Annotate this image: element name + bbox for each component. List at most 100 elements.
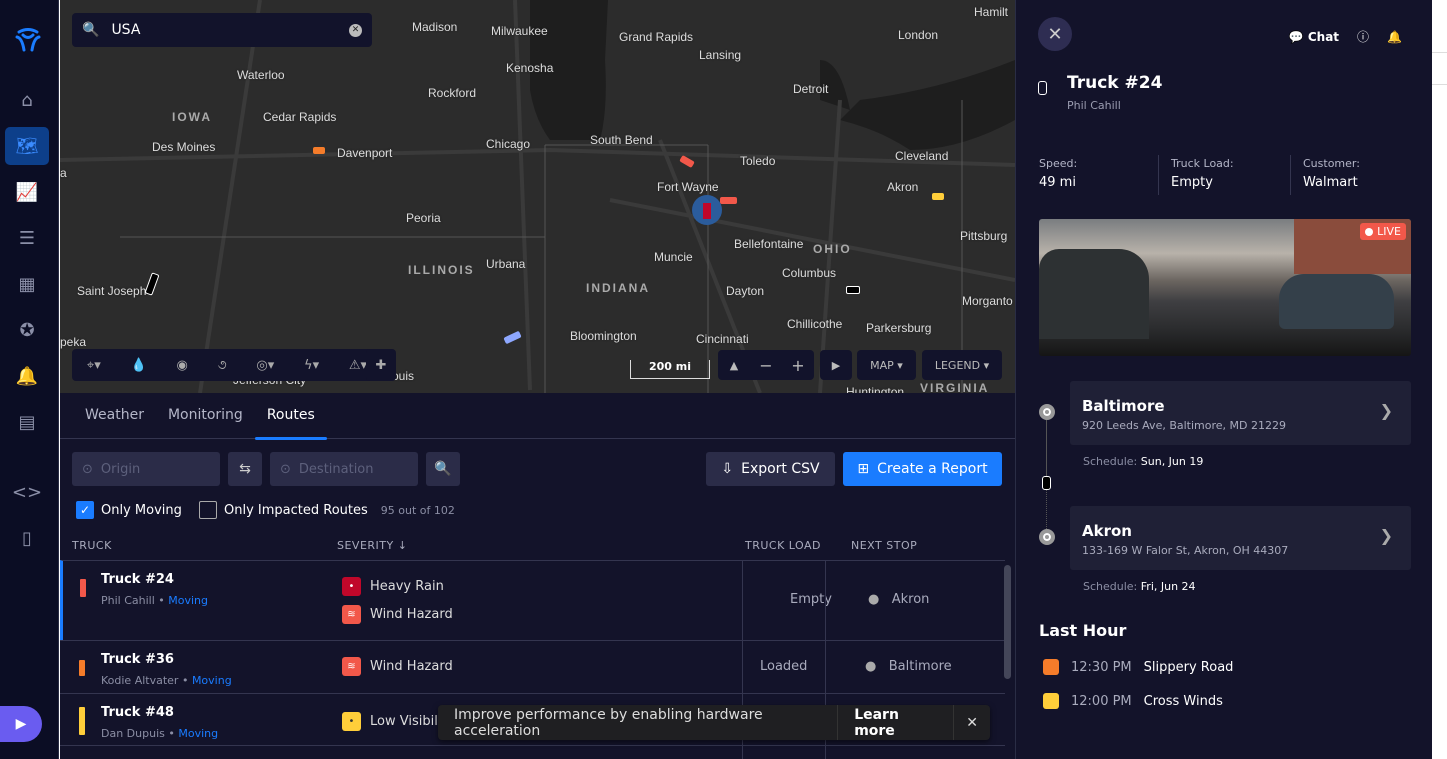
close-toast-button[interactable]: ✕: [953, 705, 990, 740]
truck-marker[interactable]: [846, 286, 860, 294]
help-icon[interactable]: ⓘ: [1357, 30, 1370, 44]
map-icon[interactable]: 🗺: [5, 127, 49, 165]
map-style-dropdown[interactable]: MAP ▾: [857, 350, 916, 380]
video-call-button[interactable]: ▶: [0, 706, 42, 742]
notification-bell-icon[interactable]: 🔔: [1387, 29, 1402, 44]
truck-icon: [79, 660, 85, 676]
column-next-stop[interactable]: NEXT STOP: [851, 539, 918, 552]
clear-search-button[interactable]: ✕: [349, 23, 362, 37]
zoom-out-button[interactable]: −: [759, 355, 773, 375]
map-city-label: Chicago: [486, 137, 531, 151]
stop-marker-icon: [1039, 529, 1055, 545]
origin-input[interactable]: ⊙ Origin: [72, 452, 220, 486]
chat-button[interactable]: 💬 Chat: [1288, 29, 1340, 44]
tab-monitoring[interactable]: Monitoring: [167, 407, 243, 423]
event-item: 12:00 PM Cross Winds: [1043, 693, 1223, 709]
search-routes-button[interactable]: 🔍: [426, 452, 460, 486]
column-truck-load[interactable]: TRUCK LOAD: [745, 539, 822, 552]
chevron-right-icon: ❯: [1379, 401, 1393, 420]
stat-truck-load: Truck Load: Empty: [1171, 157, 1234, 190]
stop-card-akron[interactable]: Akron 133-169 W Falor St, Akron, OH 4430…: [1070, 506, 1411, 570]
document-icon[interactable]: ▯: [22, 527, 32, 549]
learn-more-button[interactable]: Learn more: [837, 705, 953, 740]
truck-marker[interactable]: [932, 193, 944, 200]
table-row[interactable]: Truck #24 Phil Cahill • Moving • Heavy Ra…: [60, 560, 1005, 640]
truck-marker[interactable]: [313, 147, 325, 154]
map-city-label: ouis: [392, 369, 415, 383]
analytics-icon[interactable]: 📈: [15, 181, 39, 203]
wind-hazard-icon: ≋: [342, 605, 361, 624]
map-state-label: IOWA: [172, 110, 212, 124]
add-location-icon[interactable]: ✚: [366, 349, 396, 381]
favorite-location-icon[interactable]: ✪: [19, 319, 35, 341]
truck-icon: [80, 579, 86, 597]
map-city-label: Dayton: [726, 284, 765, 298]
warning-icon[interactable]: ⚠▾: [348, 357, 368, 373]
location-pin-icon: ⊙: [82, 461, 93, 477]
tab-routes[interactable]: Routes: [254, 393, 327, 440]
map-city-label: Detroit: [793, 82, 829, 96]
column-severity[interactable]: SEVERITY ↓: [337, 539, 408, 552]
swap-button[interactable]: ⇆: [228, 452, 262, 486]
rain-icon[interactable]: 💧: [130, 357, 147, 373]
sort-down-icon: ↓: [397, 539, 408, 552]
apps-search-icon[interactable]: ▦: [18, 273, 36, 295]
add-report-icon: ⊞: [857, 461, 870, 477]
lightning-icon[interactable]: ϟ▾: [304, 357, 320, 373]
create-report-button[interactable]: ⊞ Create a Report: [843, 452, 1002, 486]
map-city-label: Akron: [887, 180, 919, 194]
map-city-label: Bellefontaine: [734, 237, 804, 251]
map-city-label: Grand Rapids: [619, 30, 694, 44]
table-row[interactable]: Truck #48 Dan Dupuis • Moving • Low Visib…: [60, 693, 1005, 746]
stop-card-baltimore[interactable]: Baltimore 920 Leeds Ave, Baltimore, MD 2…: [1070, 381, 1411, 445]
map-city-label: Des Moines: [152, 140, 216, 154]
radar-icon[interactable]: ◎▾: [256, 357, 275, 373]
legend-dropdown[interactable]: LEGEND ▾: [922, 350, 1002, 380]
severity-item: ≋ Wind Hazard: [342, 605, 453, 624]
compass-icon[interactable]: ▲: [729, 358, 739, 372]
only-impacted-checkbox[interactable]: Only Impacted Routes 95 out of 102: [199, 501, 455, 519]
home-icon[interactable]: ⌂: [21, 89, 33, 111]
code-icon[interactable]: <>: [11, 481, 43, 503]
divider: [1158, 155, 1159, 195]
live-dashcam-video[interactable]: LIVE: [1039, 219, 1411, 356]
reports-icon[interactable]: ☰: [18, 227, 36, 249]
fire-icon[interactable]: ◉: [176, 357, 188, 373]
tab-weather[interactable]: Weather: [85, 407, 144, 423]
live-badge: LIVE: [1360, 223, 1406, 240]
map-city-label: Parkersburg: [866, 321, 932, 335]
chat-icon: 💬: [1288, 29, 1304, 44]
only-moving-checkbox[interactable]: ✓ Only Moving: [76, 501, 182, 519]
map-city-label: Waterloo: [237, 68, 285, 82]
hurricane-icon[interactable]: ૭: [217, 357, 227, 373]
zoom-in-button[interactable]: +: [791, 355, 805, 375]
destination-input[interactable]: ⊙ Destination: [270, 452, 418, 486]
presentation-icon[interactable]: ▶: [820, 350, 852, 380]
map[interactable]: Madison Milwaukee Grand Rapids Lansing Hamil…: [60, 0, 1015, 393]
live-dot-icon: [1365, 227, 1374, 236]
table-scrollbar[interactable]: [1004, 565, 1011, 679]
selected-truck-marker[interactable]: [692, 195, 722, 225]
severity-item: • Low Visibil: [342, 712, 438, 731]
location-pin-icon[interactable]: ⌖▾: [86, 357, 101, 373]
map-city-label: peka: [60, 335, 87, 349]
sidebar: ⌂ 🗺 📈 ☰ ▦ ✪ 🔔 ▤ <> ▯ ▶: [0, 0, 59, 759]
column-truck[interactable]: TRUCK: [72, 539, 112, 552]
wind-hazard-icon: ≋: [342, 657, 361, 676]
table-row[interactable]: Truck #36 Kodie Altvater • Moving ≋ Wind …: [60, 640, 1005, 693]
search-input[interactable]: 🔍 USA ✕: [72, 13, 372, 47]
map-city-label: Cincinnati: [696, 332, 749, 346]
last-hour-heading: Last Hour: [1039, 621, 1127, 640]
export-csv-button[interactable]: ⇩ Export CSV: [706, 452, 835, 486]
stop-marker-icon: [1039, 404, 1055, 420]
slippery-road-icon: [1043, 659, 1059, 675]
map-layers-toolbar: ⌖▾ 💧 ◉ ૭ ◎▾ ϟ▾ ⚠▾: [72, 349, 382, 381]
cross-winds-icon: [1043, 693, 1059, 709]
archive-icon[interactable]: ▤: [18, 411, 36, 433]
close-panel-button[interactable]: ✕: [1038, 17, 1072, 51]
map-city-label: Saint Joseph: [77, 284, 147, 298]
map-city-label: Bloomington: [570, 329, 637, 343]
truck-marker[interactable]: [720, 197, 737, 204]
bell-icon[interactable]: 🔔: [15, 365, 39, 387]
stat-customer: Customer: Walmart: [1303, 157, 1360, 190]
